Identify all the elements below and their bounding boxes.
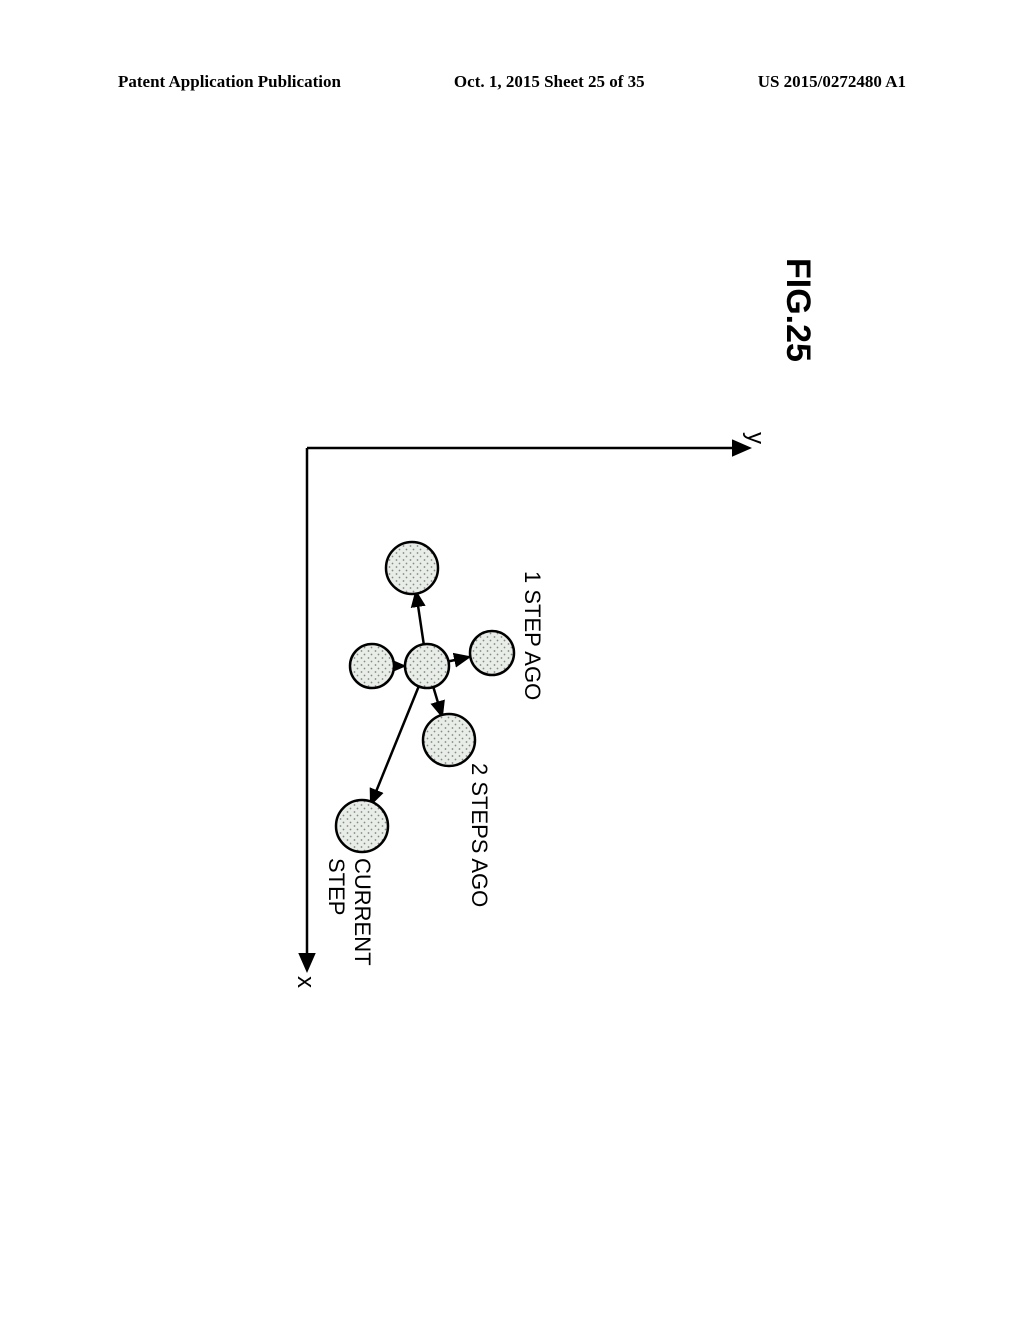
label-2-steps-ago: 2 STEPS AGO [466, 763, 492, 907]
label-current-step: CURRENT STEP [323, 858, 375, 1008]
node-center [405, 644, 449, 688]
y-axis-label: y [741, 432, 769, 444]
node-n1 [386, 542, 438, 594]
header-publication: Patent Application Publication [118, 72, 341, 92]
figure-label: FIG.25 [778, 258, 817, 362]
label-1-step-ago: 1 STEP AGO [519, 571, 545, 700]
node-two-steps [423, 714, 475, 766]
diagram: y x 1 STEP AGO 2 STEPS AGO CURRENT STEP [297, 408, 807, 1008]
node-current [336, 800, 388, 852]
header-sheet-info: Oct. 1, 2015 Sheet 25 of 35 [454, 72, 645, 92]
page: Patent Application Publication Oct. 1, 2… [0, 0, 1024, 1320]
node-one-step [470, 631, 514, 675]
x-axis-label: x [291, 976, 319, 988]
page-header: Patent Application Publication Oct. 1, 2… [0, 72, 1024, 92]
header-patent-number: US 2015/0272480 A1 [758, 72, 906, 92]
figure-container: FIG.25 [62, 138, 962, 1162]
node-n3 [350, 644, 394, 688]
